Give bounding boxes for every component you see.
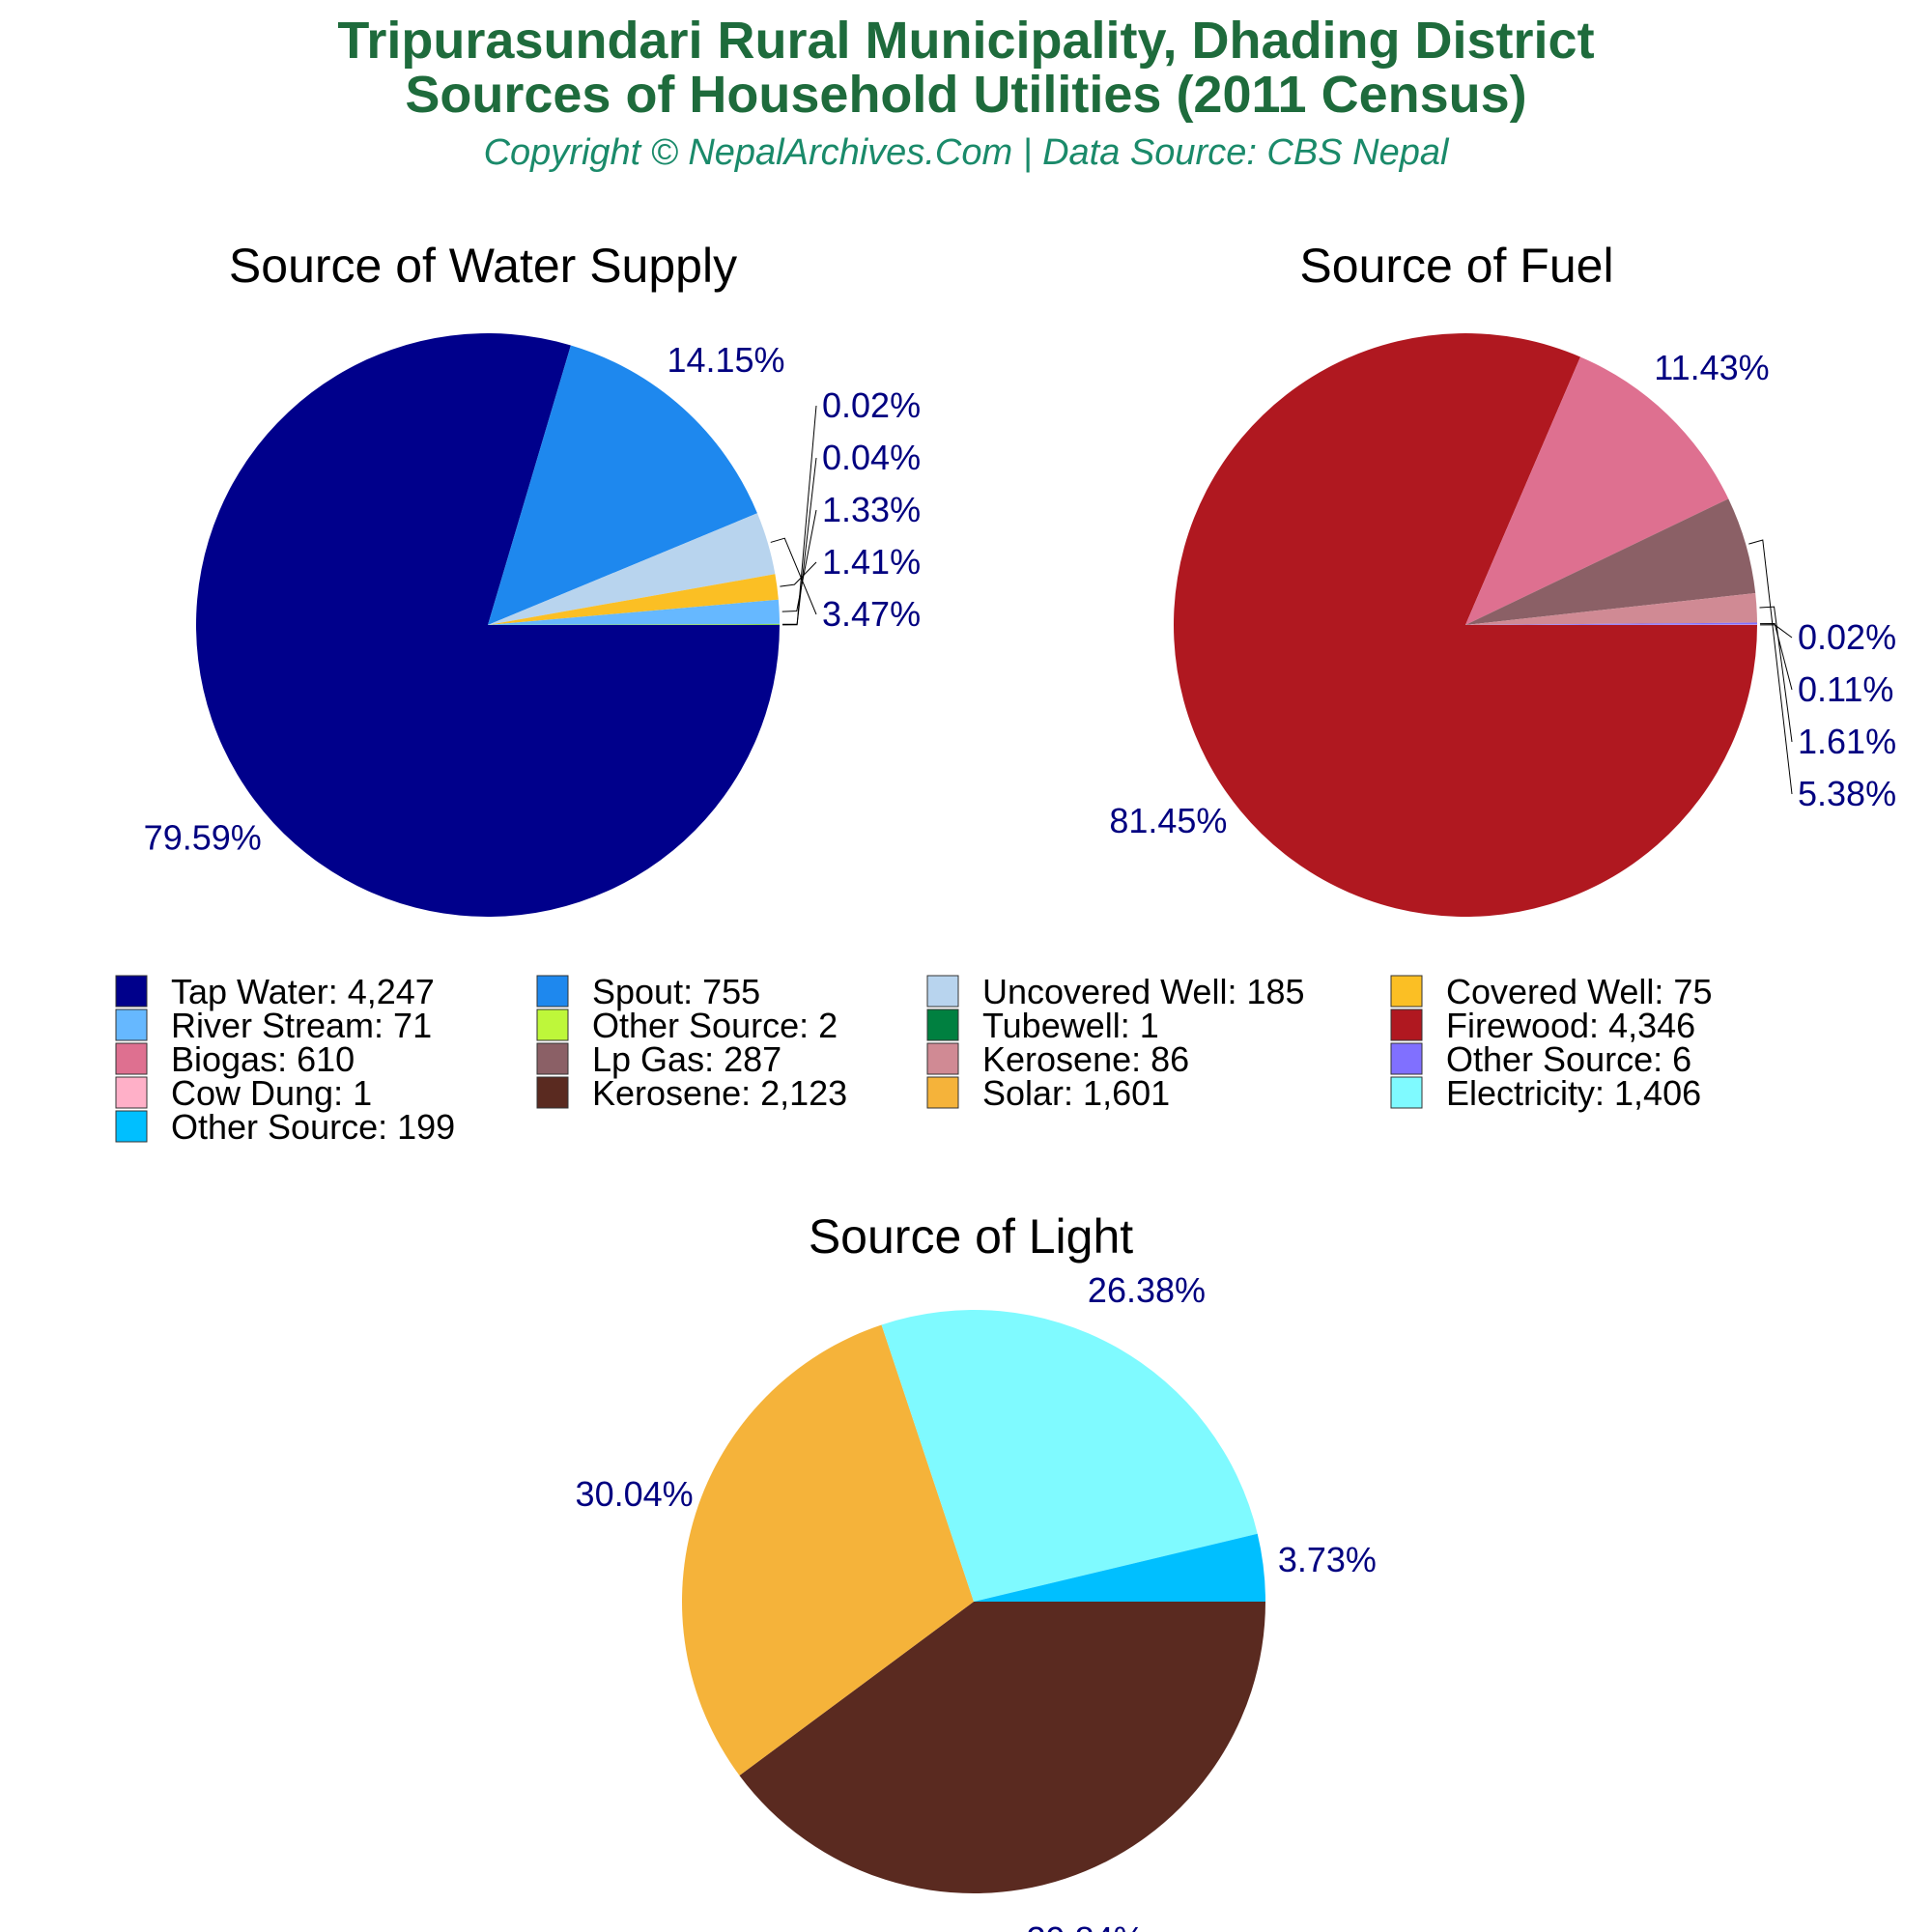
water-pct-label-tap-water: 79.59% — [144, 817, 262, 857]
main-title-line2: Sources of Household Utilities (2011 Cen… — [405, 66, 1526, 124]
fuel-pct-label-lp-gas: 5.38% — [1798, 774, 1896, 813]
light-slice-electricity — [881, 1310, 1258, 1602]
legend-label-14: Solar: 1,601 — [982, 1073, 1170, 1113]
water-slice-river-stream — [488, 599, 780, 625]
water-slice-covered-well — [488, 574, 779, 625]
fuel-slice-firewood — [1173, 332, 1757, 918]
main-title-line1: Tripurasundari Rural Municipality, Dhadi… — [337, 12, 1594, 70]
water-pct-label-river-stream: 1.33% — [822, 490, 921, 529]
legend-swatch-13 — [536, 1076, 569, 1109]
fuel-pct-label-kerosene: 1.61% — [1798, 722, 1896, 761]
water-pct-label-other-source: 0.04% — [822, 438, 921, 477]
fuel-leader-line-cow-dung — [1760, 624, 1793, 639]
light-pct-label-other-source: 3.73% — [1278, 1540, 1377, 1579]
water-pct-label-spout: 14.15% — [667, 340, 784, 380]
legend-label-5: Other Source: 2 — [592, 1006, 838, 1045]
legend-label-0: Tap Water: 4,247 — [171, 972, 435, 1011]
fuel-slice-kerosene — [1465, 592, 1757, 625]
water-slice-spout — [488, 345, 757, 625]
fuel-leader-line-lp-gas — [1748, 539, 1793, 795]
fuel-pct-label-firewood: 81.45% — [1109, 801, 1227, 840]
legend-swatch-7 — [1390, 1009, 1423, 1041]
legend-swatch-16 — [115, 1110, 148, 1143]
light-slice-solar — [681, 1324, 974, 1776]
water-slice-other-source — [488, 623, 780, 625]
copyright-subtitle: Copyright © NepalArchives.Com | Data Sou… — [484, 132, 1450, 173]
fuel-pie: 81.45% 11.43% 5.38% 1.61% 0.11% 0.02% — [1109, 332, 1896, 918]
water-leader-line-river-stream — [781, 509, 817, 612]
legend-label-10: Kerosene: 86 — [982, 1039, 1189, 1079]
water-slice-uncovered-well — [488, 513, 776, 625]
legend-label-15: Electricity: 1,406 — [1446, 1073, 1701, 1113]
legend-swatch-0 — [115, 975, 148, 1008]
legend: Tap Water: 4,247 Spout: 755 Uncovered Well… — [115, 972, 1712, 1147]
fuel-slice-other-source — [1465, 622, 1757, 625]
legend-swatch-1 — [536, 975, 569, 1008]
legend-swatch-2 — [926, 975, 959, 1008]
fuel-slice-lp-gas — [1465, 498, 1756, 625]
legend-label-9: Lp Gas: 287 — [592, 1039, 781, 1079]
legend-swatch-8 — [115, 1042, 148, 1075]
fuel-pct-label-other-source: 0.11% — [1798, 669, 1893, 709]
legend-swatch-4 — [115, 1009, 148, 1041]
light-pct-label-solar: 30.04% — [576, 1474, 694, 1514]
legend-label-3: Covered Well: 75 — [1446, 972, 1712, 1011]
legend-swatch-3 — [1390, 975, 1423, 1008]
legend-label-2: Uncovered Well: 185 — [982, 972, 1305, 1011]
light-slice-other-source — [974, 1533, 1265, 1602]
light-pie-title: Source of Light — [809, 1209, 1133, 1264]
legend-label-12: Cow Dung: 1 — [171, 1073, 372, 1113]
legend-swatch-5 — [536, 1009, 569, 1041]
legend-label-13: Kerosene: 2,123 — [592, 1073, 847, 1113]
legend-swatch-6 — [926, 1009, 959, 1041]
water-leader-line-tubewell — [782, 405, 817, 626]
legend-swatch-10 — [926, 1042, 959, 1075]
fuel-pie-title: Source of Fuel — [1299, 239, 1613, 293]
light-slice-kerosene — [739, 1602, 1265, 1893]
fuel-pct-label-biogas: 11.43% — [1654, 348, 1769, 387]
water-leader-line-uncovered-well — [770, 537, 817, 615]
water-pct-label-tubewell: 0.02% — [822, 385, 921, 425]
legend-label-8: Biogas: 610 — [171, 1039, 355, 1079]
legend-label-4: River Stream: 71 — [171, 1006, 432, 1045]
water-supply-pie: 79.59% 14.15% 3.47% 1.41% 1.33% 0.04% 0.02% — [144, 333, 921, 918]
water-pct-label-uncovered-well: 3.47% — [822, 594, 921, 634]
legend-swatch-14 — [926, 1076, 959, 1109]
legend-label-16: Other Source: 199 — [171, 1107, 455, 1147]
light-pct-label-kerosene: 39.84% — [1027, 1919, 1145, 1932]
light-pie: 39.84% 30.04% 26.38% 3.73% — [576, 1270, 1377, 1932]
water-leader-line-covered-well — [780, 561, 817, 587]
fuel-pct-label-cow-dung: 0.02% — [1798, 617, 1896, 657]
fuel-leader-line-other-source — [1760, 622, 1793, 691]
legend-swatch-9 — [536, 1042, 569, 1075]
legend-swatch-15 — [1390, 1076, 1423, 1109]
legend-label-11: Other Source: 6 — [1446, 1039, 1691, 1079]
water-pct-label-covered-well: 1.41% — [822, 542, 921, 582]
legend-label-6: Tubewell: 1 — [982, 1006, 1159, 1045]
fuel-slice-biogas — [1465, 356, 1729, 625]
legend-swatch-12 — [115, 1076, 148, 1109]
legend-label-7: Firewood: 4,346 — [1446, 1006, 1695, 1045]
light-pct-label-electricity: 26.38% — [1088, 1270, 1206, 1310]
legend-label-1: Spout: 755 — [592, 972, 760, 1011]
legend-swatch-11 — [1390, 1042, 1423, 1075]
water-pie-title: Source of Water Supply — [229, 239, 737, 293]
fuel-leader-line-kerosene — [1759, 606, 1793, 743]
